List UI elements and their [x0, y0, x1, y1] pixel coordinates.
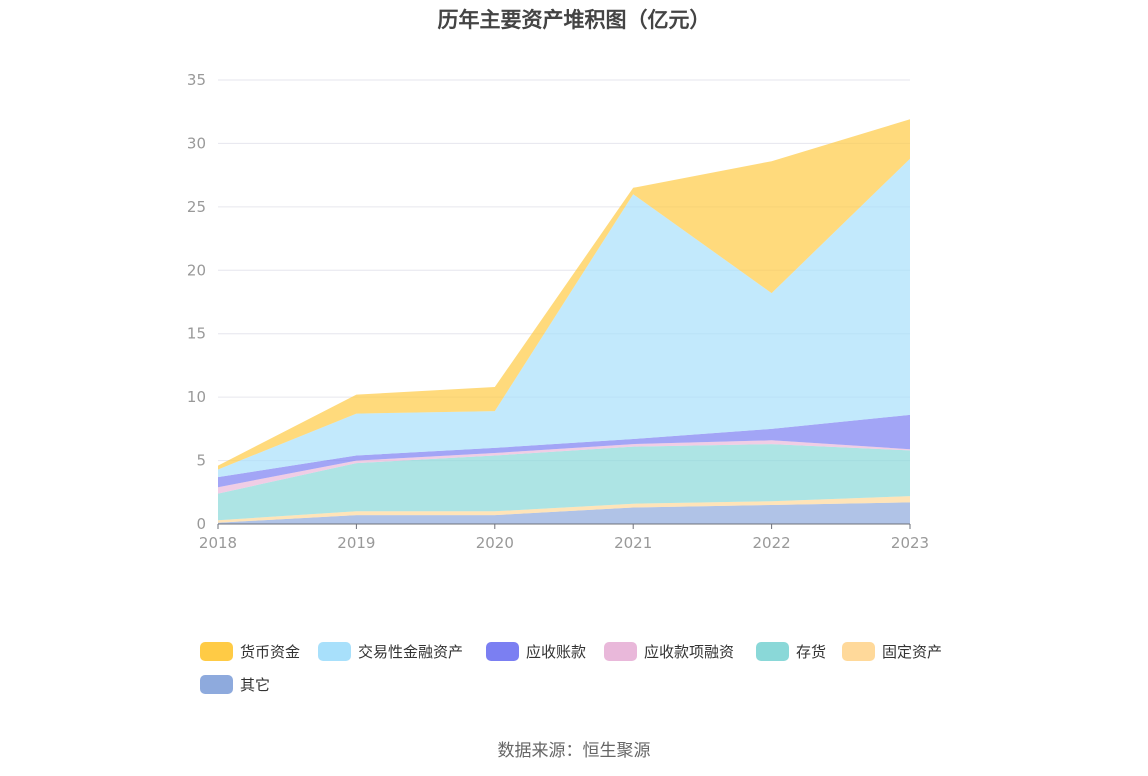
legend-item[interactable]: 应收账款	[486, 638, 586, 664]
legend-swatch	[756, 641, 789, 661]
legend-label: 固定资产	[882, 642, 943, 661]
x-tick-label: 2019	[337, 534, 375, 552]
x-tick-label: 2020	[476, 534, 514, 552]
stacked-area-chart: 0 5 10 15 20 25 30 35 2018 2019 2020 2021 2022 2023	[187, 71, 929, 552]
y-tick-label: 5	[196, 452, 206, 470]
area-series	[218, 119, 910, 524]
y-tick-label: 0	[196, 515, 206, 533]
legend-item[interactable]: 货币资金	[200, 638, 300, 664]
area-series-2	[218, 444, 910, 521]
legend-swatch	[842, 641, 875, 661]
data-source: 数据来源：恒生聚源	[497, 741, 651, 761]
x-tick-label: 2022	[753, 534, 791, 552]
legend-swatch	[604, 641, 637, 661]
area-series-0	[218, 502, 910, 524]
legend-swatch	[318, 641, 351, 661]
area-series-3	[218, 440, 910, 494]
axes: 0 5 10 15 20 25 30 35 2018 2019 2020 2021 2022 2023	[187, 71, 929, 552]
legend-item[interactable]: 固定资产	[842, 638, 942, 664]
legend-item[interactable]: 交易性金融资产	[318, 638, 463, 664]
y-tick-label: 10	[187, 388, 206, 406]
y-tick-label: 25	[187, 198, 206, 216]
legend-item[interactable]: 其它	[200, 671, 270, 697]
x-tick-label: 2018	[199, 534, 237, 552]
legend-label: 存货	[796, 642, 827, 661]
legend-item[interactable]: 存货	[756, 638, 826, 664]
legend-label: 货币资金	[240, 642, 301, 661]
area-series-5	[218, 158, 910, 478]
legend-label: 交易性金融资产	[358, 642, 464, 661]
area-series-1	[218, 496, 910, 523]
legend-label: 应收账款	[526, 642, 587, 661]
x-tick-label: 2023	[891, 534, 929, 552]
y-tick-label: 30	[187, 134, 206, 152]
y-tick-label: 35	[187, 71, 206, 89]
legend-swatch	[200, 641, 233, 661]
y-tick-label: 20	[187, 261, 206, 279]
legend-label: 应收款项融资	[644, 642, 735, 661]
x-tick-label: 2021	[614, 534, 652, 552]
legend-swatch	[486, 641, 519, 661]
chart-title: 历年主要资产堆积图（亿元）	[437, 8, 711, 32]
area-series-6	[218, 119, 910, 470]
area-series-4	[218, 414, 910, 488]
legend-label: 其它	[240, 675, 271, 694]
legend-item[interactable]: 应收款项融资	[604, 638, 734, 664]
legend-swatch	[200, 674, 233, 694]
y-tick-label: 15	[187, 325, 206, 343]
